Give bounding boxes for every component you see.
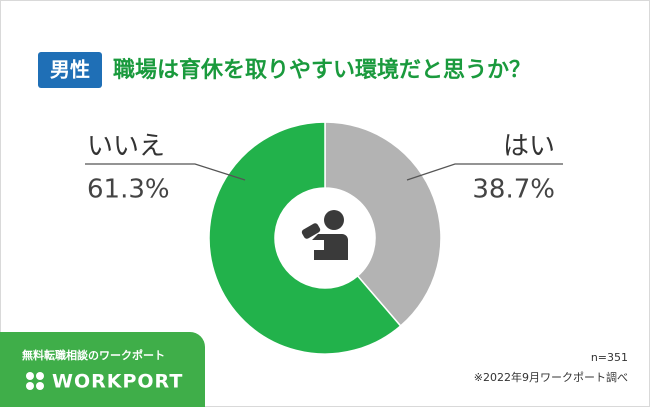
donut-slice: [208, 121, 402, 355]
category-label: いいえ: [87, 132, 165, 162]
logo-mark: [26, 372, 44, 390]
badge-bg: [38, 52, 102, 88]
footer-logo: WORKPORT: [52, 371, 183, 393]
donut-slice: [324, 121, 442, 328]
chart-title: 職場は育休を取りやすい環境だと思うか？: [113, 57, 531, 83]
footer-tab: [0, 332, 205, 407]
footer-tagline: 無料転職相談のワークポート: [22, 348, 165, 362]
donut: [208, 121, 442, 355]
center-icon: [301, 210, 348, 260]
value-label: 61.3%: [87, 175, 170, 205]
leader-line: [406, 163, 563, 181]
value-label: 38.7%: [472, 175, 555, 205]
category-label: はい: [503, 132, 555, 162]
badge: 男性: [50, 58, 90, 82]
source: ※2022年9月ワークポート調べ: [474, 370, 628, 384]
sample-size: n=351: [591, 351, 628, 364]
leader-line: [85, 163, 246, 181]
